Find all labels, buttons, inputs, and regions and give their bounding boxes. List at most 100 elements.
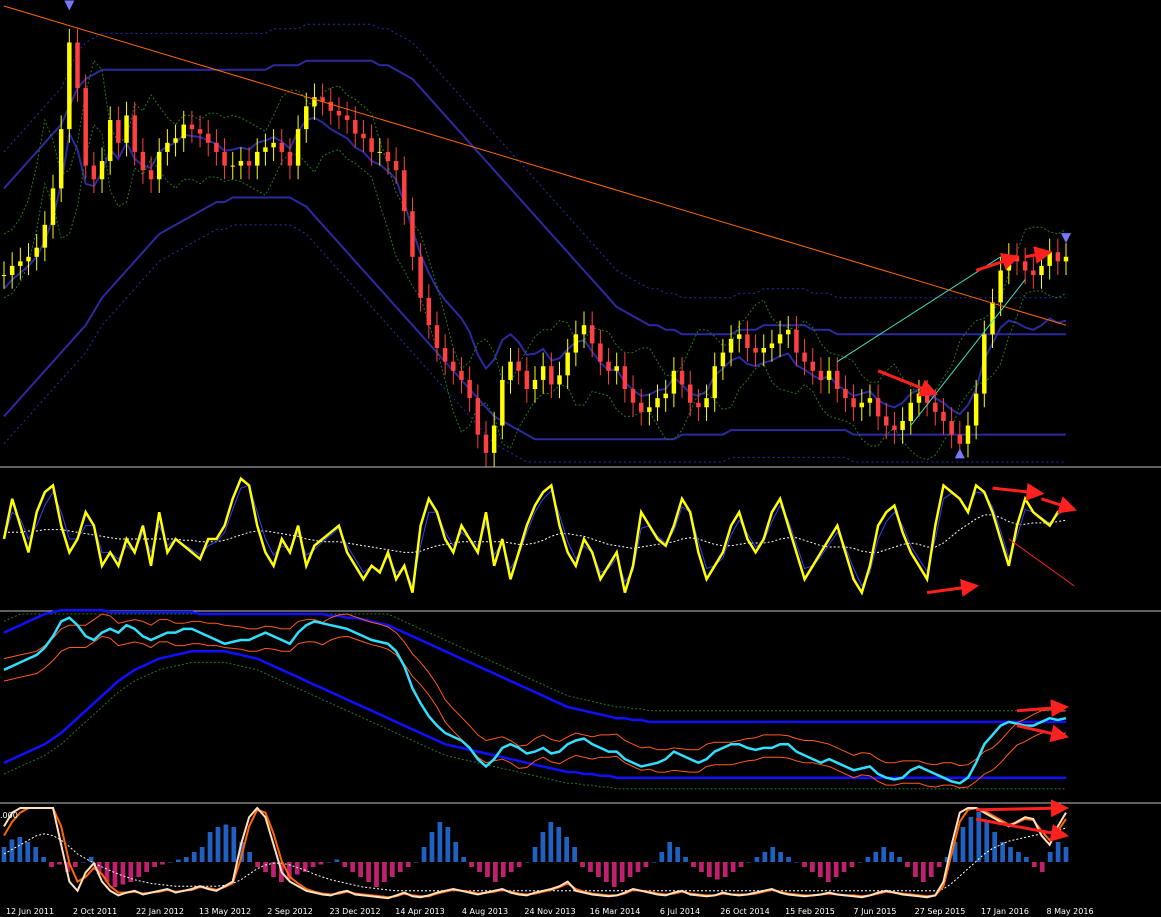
histogram-bar [580, 862, 585, 867]
histogram-bar [770, 847, 776, 862]
histogram-bar [928, 862, 934, 877]
histogram-bar [485, 862, 490, 877]
candle [638, 402, 644, 412]
histogram-bar [722, 862, 728, 877]
candle [630, 389, 636, 403]
candle [589, 325, 595, 344]
divergence-arrow [1016, 724, 1069, 743]
histogram-bar [231, 827, 237, 862]
level-label: .000 [0, 811, 18, 820]
x-tick-label: 4 Aug 2013 [462, 907, 508, 916]
candle [246, 161, 252, 166]
histogram-bar [786, 857, 791, 862]
histogram-bar [833, 862, 839, 877]
histogram-bar [453, 842, 459, 862]
histogram-bar [913, 862, 918, 877]
candle [165, 142, 170, 152]
candle [982, 334, 987, 394]
candle [843, 389, 848, 399]
candle [189, 124, 195, 130]
histogram-bar [286, 862, 292, 880]
histogram-bar [659, 852, 665, 862]
candle [426, 297, 432, 326]
histogram-bar [572, 847, 577, 862]
histogram-bar [80, 862, 86, 863]
candle [402, 170, 407, 212]
candle [410, 211, 415, 257]
candle [1055, 252, 1061, 262]
candle [206, 133, 211, 143]
stochastic-ma [4, 514, 1067, 553]
histogram-panel [1, 806, 1069, 900]
candle [941, 411, 946, 421]
candle [655, 398, 660, 408]
histogram-bar [643, 862, 649, 867]
histogram-bar [223, 824, 229, 862]
histogram-bar [326, 862, 332, 863]
histogram-bar [817, 862, 823, 877]
candle [83, 88, 88, 166]
candle [328, 101, 333, 111]
candle [671, 370, 677, 394]
candle [557, 375, 562, 385]
candle [532, 379, 538, 390]
fractal-down-icon [1061, 233, 1071, 244]
lower-envelope [3, 196, 1066, 441]
x-tick-label: 8 May 2016 [1046, 907, 1093, 916]
candle [516, 361, 521, 371]
candle [181, 124, 186, 139]
candle [753, 348, 758, 353]
histogram-bar [619, 862, 625, 882]
descending-trendline [3, 5, 1067, 326]
histogram-bar [334, 859, 340, 862]
histogram-bar [477, 862, 482, 872]
upper-envelope [3, 59, 1066, 336]
histogram-bar [936, 862, 942, 867]
histogram-bar [144, 862, 150, 872]
candle [549, 366, 554, 385]
histogram-bar [564, 837, 570, 862]
histogram-bar [437, 822, 443, 862]
candle [598, 343, 603, 362]
candle [924, 393, 930, 403]
histogram-bar [596, 862, 601, 877]
candle [565, 352, 570, 376]
histogram-bar [532, 847, 538, 862]
candle [957, 434, 963, 444]
divergence-arrow [975, 253, 1020, 272]
candle [344, 115, 350, 120]
candle [173, 138, 178, 143]
x-tick-label: 14 Apr 2013 [395, 907, 444, 916]
candle [312, 97, 317, 107]
histogram-bar [825, 862, 831, 882]
candle [679, 370, 685, 385]
candle [50, 188, 56, 225]
histogram-bar [49, 862, 54, 867]
x-tick-label: 17 Jan 2016 [981, 907, 1029, 916]
candle [336, 110, 342, 116]
oscillator-band-upper [3, 609, 1066, 724]
histogram-bar [699, 862, 704, 872]
candle [1063, 256, 1069, 262]
histogram-bar [778, 852, 784, 862]
histogram-bar [271, 862, 276, 877]
divergence-arrow [926, 579, 980, 597]
histogram-bar [603, 862, 609, 882]
candle [859, 402, 864, 408]
histogram-bar [1, 847, 7, 862]
fractal-down-icon [64, 0, 75, 11]
histogram-line [3, 806, 1067, 900]
histogram-bar [88, 857, 94, 862]
histogram-bar [183, 857, 189, 862]
histogram-bar [382, 862, 387, 882]
histogram-bar [706, 862, 712, 877]
histogram-bar [104, 862, 110, 882]
candle [377, 151, 383, 153]
stochastic-main [2, 476, 1067, 596]
histogram-bar [762, 852, 768, 862]
histogram-bar [207, 832, 213, 862]
candle [434, 325, 440, 348]
histogram-bar [421, 847, 427, 862]
candle [786, 329, 791, 335]
candle [124, 115, 129, 143]
